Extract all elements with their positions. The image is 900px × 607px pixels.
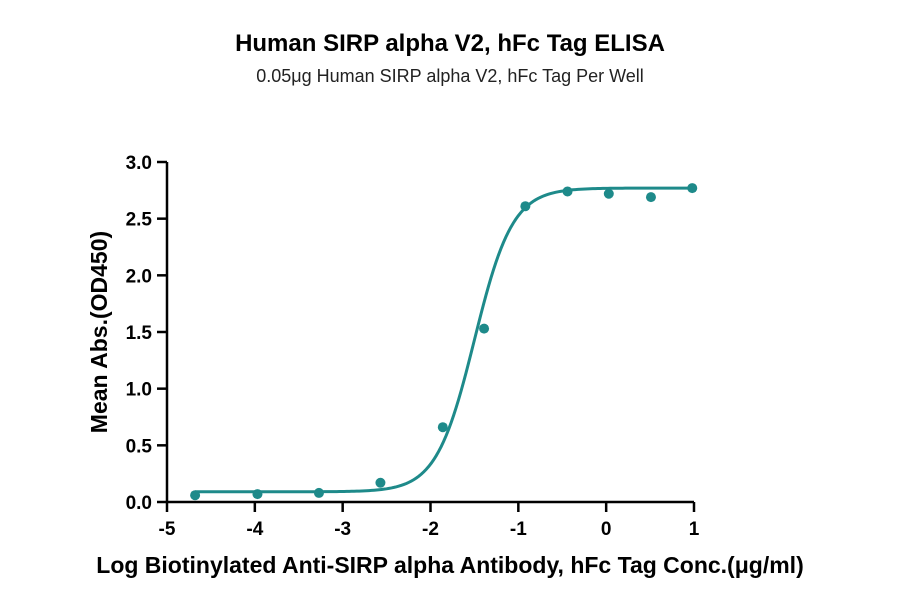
data-points	[190, 183, 698, 501]
fit-curve	[195, 186, 693, 494]
x-tick-label: -3	[334, 519, 351, 540]
data-point	[603, 188, 614, 199]
data-point	[375, 477, 386, 488]
data-point	[190, 490, 201, 501]
x-ticks: -5 -4 -3 -2 -1 0 1	[159, 502, 700, 540]
data-point	[252, 489, 263, 500]
y-tick-label: 0.5	[126, 436, 153, 457]
x-tick-label: -5	[159, 519, 176, 540]
y-tick-label: 2.0	[126, 266, 152, 287]
data-point	[562, 186, 573, 197]
x-axis-label: Log Biotinylated Anti-SIRP alpha Antibod…	[96, 552, 803, 578]
x-tick-label: -4	[246, 519, 263, 540]
axes	[165, 162, 694, 504]
y-tick-label: 1.5	[126, 323, 153, 344]
data-point	[687, 183, 698, 194]
data-point	[437, 422, 448, 433]
data-point	[645, 192, 656, 203]
data-point	[313, 487, 324, 498]
data-point	[479, 323, 490, 334]
chart-title: Human SIRP alpha V2, hFc Tag ELISA	[235, 30, 665, 57]
chart-subtitle: 0.05μg Human SIRP alpha V2, hFc Tag Per …	[256, 66, 644, 86]
y-axis-label: Mean Abs.(OD450)	[86, 231, 112, 433]
y-tick-label: 1.0	[126, 380, 152, 401]
y-ticks: 0.0 0.5 1.0 1.5 2.0 2.5 3.0	[126, 153, 167, 514]
data-point	[520, 201, 531, 212]
y-tick-label: 3.0	[126, 153, 152, 174]
y-tick-label: 0.0	[126, 493, 152, 514]
x-tick-label: 1	[689, 519, 700, 540]
x-tick-label: -1	[510, 519, 527, 540]
y-tick-label: 2.5	[126, 210, 153, 231]
x-tick-label: 0	[601, 519, 612, 540]
x-tick-label: -2	[422, 519, 439, 540]
